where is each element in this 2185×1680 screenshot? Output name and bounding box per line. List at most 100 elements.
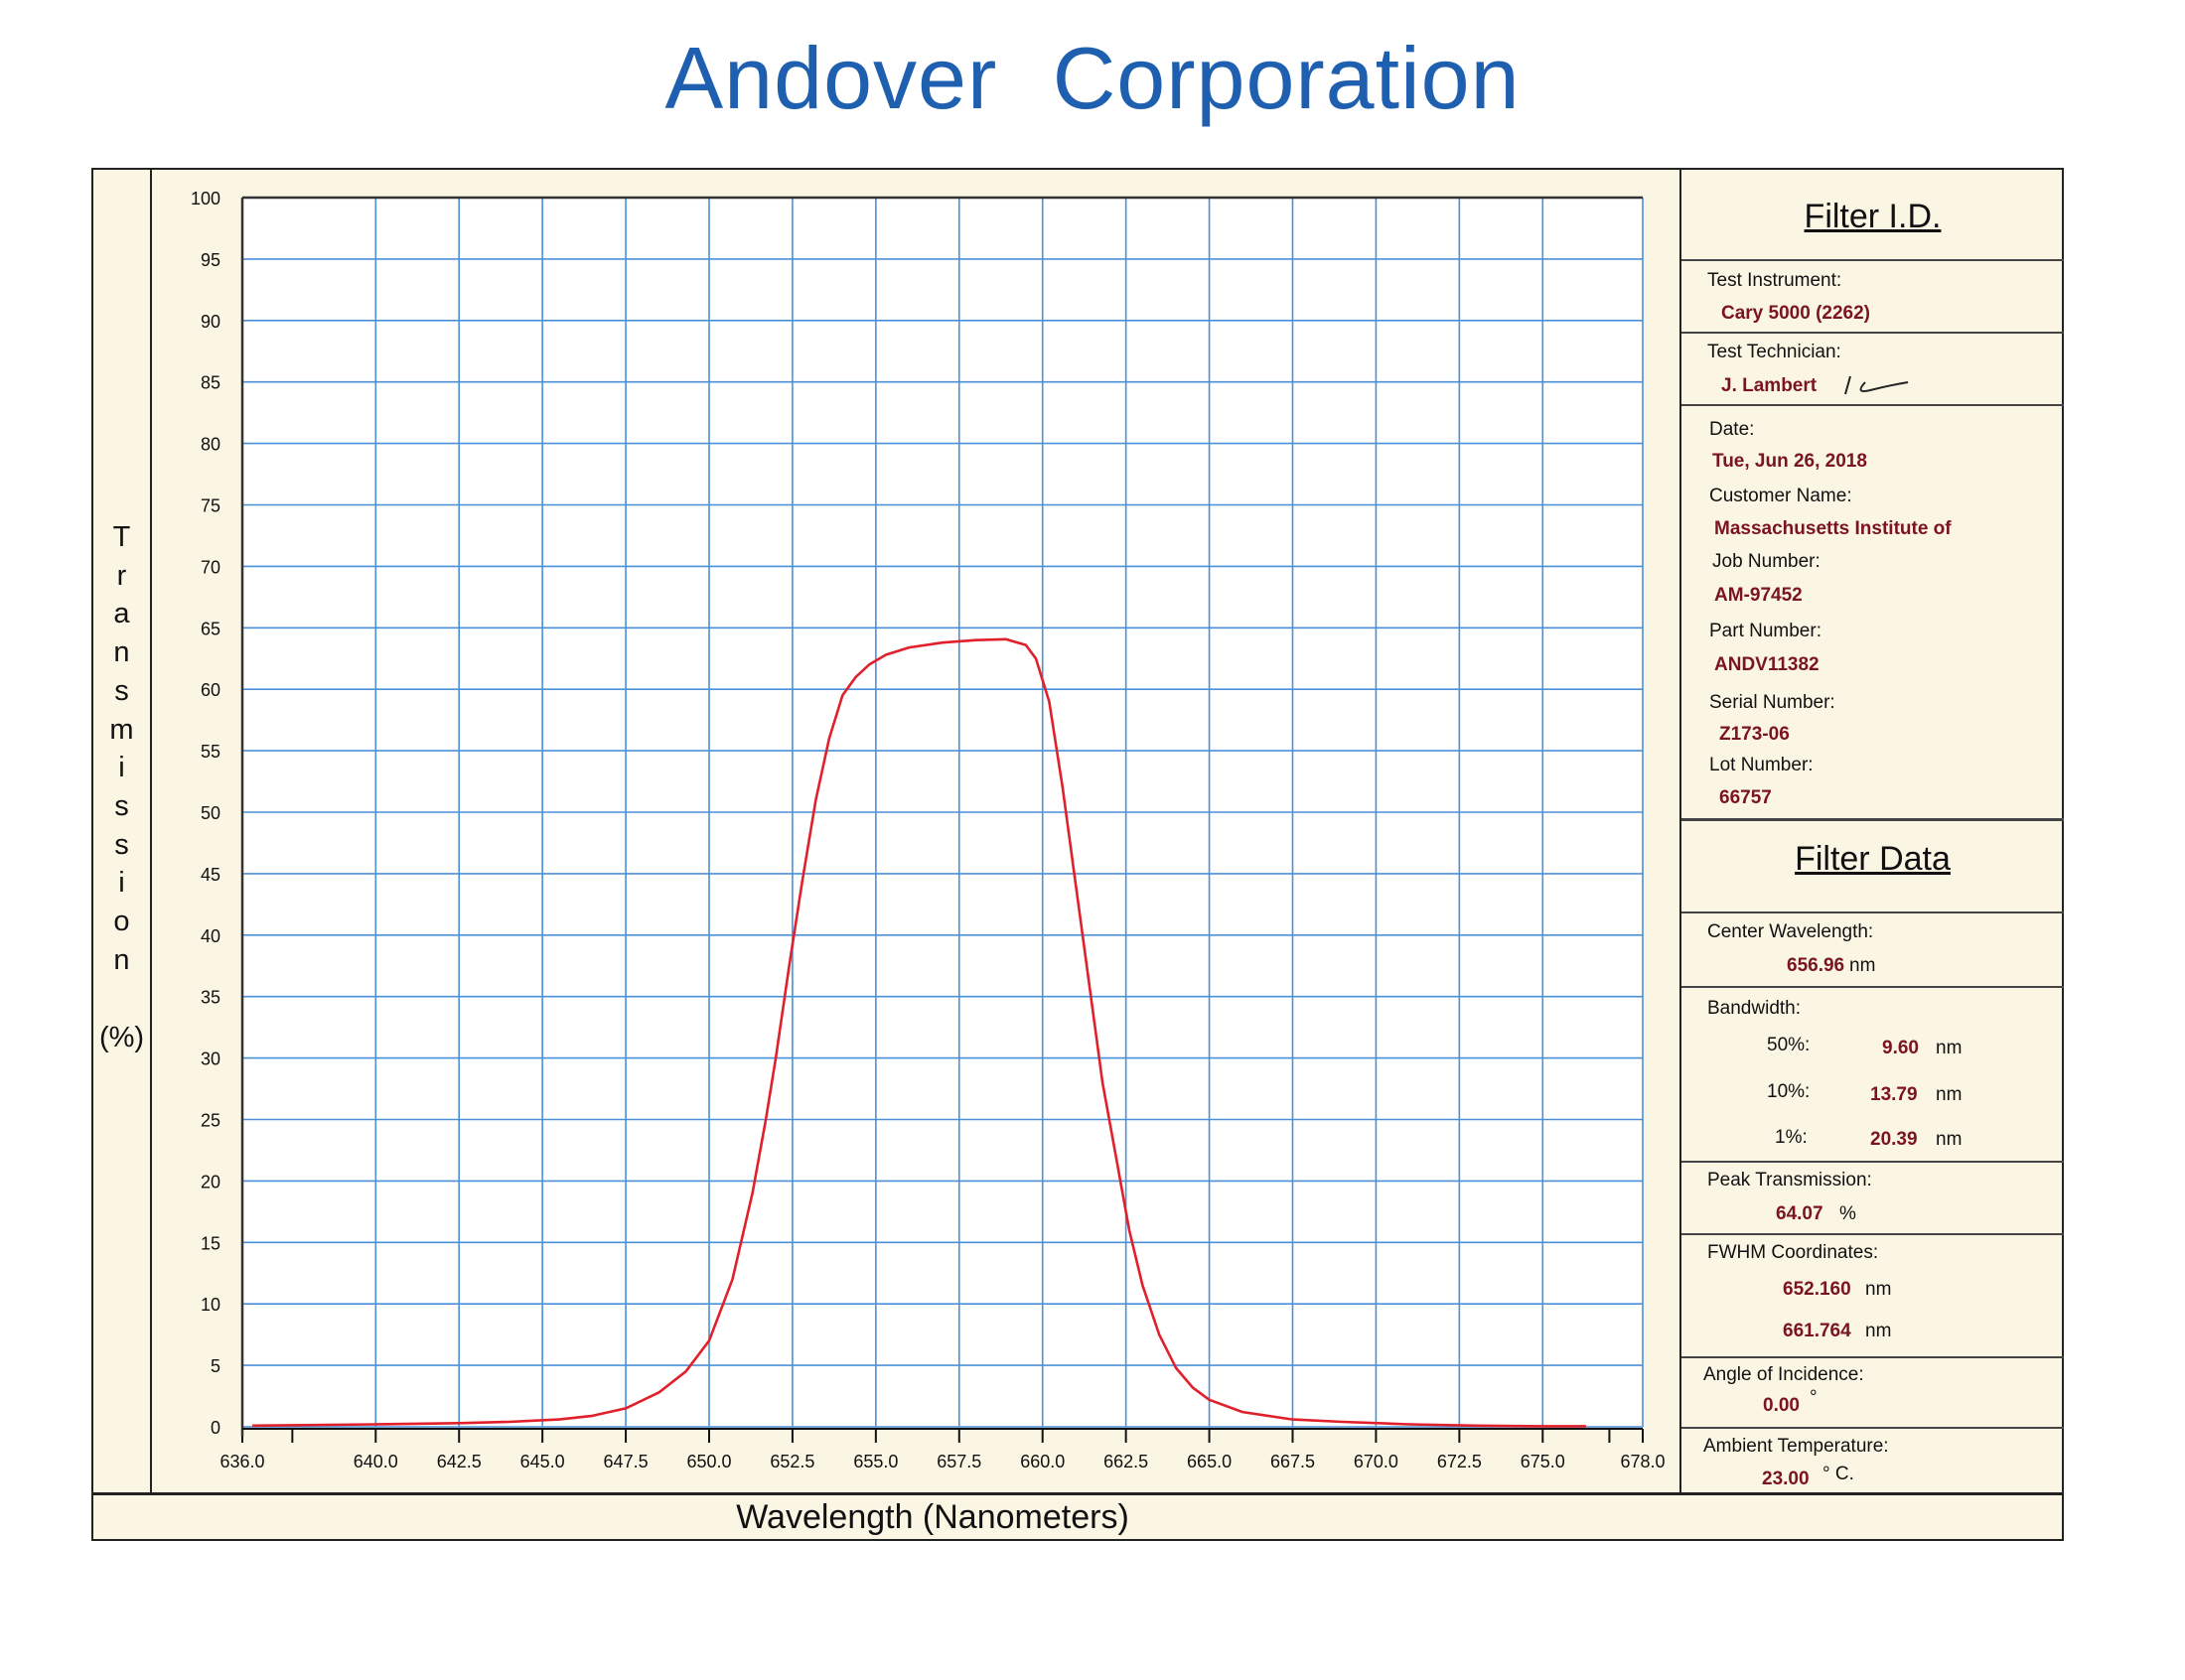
- bandwidth-1-value: 20.39: [1870, 1129, 1918, 1150]
- job-number-label: Job Number:: [1712, 551, 1821, 572]
- angle-of-incidence-unit: °: [1810, 1387, 1818, 1408]
- y-tick-label: 40: [201, 926, 220, 946]
- center-wavelength-label: Center Wavelength:: [1707, 921, 1874, 942]
- y-tick-label: 60: [201, 680, 220, 700]
- date-label: Date:: [1709, 419, 1755, 440]
- fwhm-unit-2: nm: [1865, 1321, 1892, 1341]
- panel-divider: [1681, 986, 2064, 988]
- panel-divider: [1681, 1427, 2064, 1429]
- angle-of-incidence-label: Angle of Incidence:: [1703, 1364, 1864, 1385]
- center-wavelength-unit: nm: [1849, 955, 1876, 976]
- transmission-curve: [252, 637, 1586, 1428]
- angle-of-incidence-value: 0.00: [1763, 1395, 1800, 1416]
- center-wavelength-value: 656.96: [1787, 955, 1845, 976]
- fwhm-label: FWHM Coordinates:: [1707, 1242, 1879, 1263]
- panel-divider: [1681, 332, 2064, 334]
- x-axis-label: Wavelength (Nanometers): [736, 1498, 1129, 1536]
- lot-number-value: 66757: [1719, 787, 1772, 808]
- x-tick-label: 660.0: [1020, 1452, 1065, 1471]
- y-axis-label-letter: s: [114, 789, 129, 822]
- y-axis-label-letter: s: [114, 674, 129, 707]
- panel-divider: [1681, 911, 2064, 913]
- x-tick-label: 657.5: [937, 1452, 981, 1471]
- serial-number-value: Z173-06: [1719, 724, 1790, 745]
- y-axis-label-letter: n: [113, 636, 130, 669]
- x-tick-label: 672.5: [1437, 1452, 1482, 1471]
- bandwidth-10-label: 10%:: [1767, 1081, 1811, 1102]
- y-axis-label-letter: i: [118, 867, 125, 900]
- x-tick-label: 650.0: [686, 1452, 731, 1471]
- x-tick-label: 636.0: [219, 1452, 264, 1471]
- bandwidth-50-label: 50%:: [1767, 1035, 1811, 1055]
- x-tick-label: 662.5: [1103, 1452, 1148, 1471]
- x-tick-label: 642.5: [437, 1452, 482, 1471]
- peak-transmission-value: 64.07: [1776, 1203, 1823, 1224]
- y-axis-label-letter: r: [116, 559, 127, 592]
- peak-transmission-label: Peak Transmission:: [1707, 1170, 1872, 1190]
- bandwidth-50-unit: nm: [1936, 1038, 1963, 1058]
- test-instrument-value: Cary 5000 (2262): [1721, 303, 1870, 324]
- ambient-temperature-unit: ° C.: [1822, 1464, 1854, 1484]
- y-tick-label: 25: [201, 1111, 220, 1131]
- y-tick-label: 95: [201, 250, 220, 270]
- filter-id-title: Filter I.D.: [1804, 198, 1942, 235]
- info-panel: Filter I.D. Test Instrument: Cary 5000 (…: [1679, 170, 2064, 1492]
- panel-divider: [1681, 818, 2064, 821]
- lot-number-label: Lot Number:: [1709, 755, 1814, 775]
- panel-divider: [1681, 259, 2064, 261]
- y-axis-label-unit: (%): [98, 1022, 145, 1053]
- test-technician-value: J. Lambert: [1721, 375, 1818, 396]
- x-tick-label: 640.0: [354, 1452, 398, 1471]
- y-axis-label-letter: n: [113, 943, 130, 976]
- bandwidth-1-unit: nm: [1936, 1129, 1963, 1150]
- y-axis-label-letter: i: [118, 752, 125, 784]
- technician-initials-mark: [1844, 375, 1909, 395]
- panel-divider: [1681, 404, 2064, 406]
- y-axis-label-letter: s: [114, 828, 129, 861]
- y-tick-label: 45: [201, 865, 220, 885]
- serial-number-label: Serial Number:: [1709, 692, 1835, 713]
- y-tick-label: 20: [201, 1172, 220, 1191]
- part-number-label: Part Number:: [1709, 621, 1821, 641]
- bandwidth-1-label: 1%:: [1775, 1127, 1808, 1148]
- ambient-temperature-value: 23.00: [1762, 1469, 1810, 1489]
- customer-name-value: Massachusetts Institute of: [1714, 518, 1952, 539]
- x-tick-label: 655.0: [853, 1452, 898, 1471]
- y-axis-label-letter: m: [109, 713, 134, 746]
- x-tick-label: 675.0: [1521, 1452, 1565, 1471]
- peak-transmission-unit: %: [1839, 1203, 1856, 1224]
- y-tick-label: 35: [201, 988, 220, 1008]
- panel-divider: [1681, 1161, 2064, 1163]
- y-tick-label: 15: [201, 1233, 220, 1253]
- bandwidth-10-unit: nm: [1936, 1084, 1963, 1105]
- bandwidth-10-value: 13.79: [1870, 1084, 1918, 1105]
- y-tick-label: 50: [201, 803, 220, 823]
- fwhm-value-1: 652.160: [1783, 1279, 1851, 1300]
- y-tick-label: 65: [201, 619, 220, 638]
- x-tick-label: 667.5: [1270, 1452, 1315, 1471]
- y-axis-label-letter: o: [113, 906, 130, 937]
- y-tick-label: 5: [211, 1356, 220, 1376]
- y-tick-label: 70: [201, 557, 220, 577]
- filter-data-title: Filter Data: [1795, 840, 1951, 878]
- fwhm-unit-1: nm: [1865, 1279, 1892, 1300]
- x-tick-label: 645.0: [520, 1452, 565, 1471]
- x-tick-label: 647.5: [604, 1452, 649, 1471]
- customer-name-label: Customer Name:: [1709, 486, 1852, 506]
- test-instrument-label: Test Instrument:: [1707, 270, 1842, 291]
- x-tick-label: 670.0: [1354, 1452, 1398, 1471]
- part-number-value: ANDV11382: [1714, 654, 1820, 675]
- bandwidth-50-value: 9.60: [1882, 1038, 1919, 1058]
- y-tick-label: 90: [201, 312, 220, 332]
- test-technician-label: Test Technician:: [1707, 342, 1841, 362]
- y-axis-label-letter: T: [112, 521, 131, 553]
- x-tick-label: 678.0: [1620, 1452, 1665, 1471]
- y-axis-label-letter: a: [113, 598, 130, 630]
- y-tick-label: 100: [191, 189, 220, 209]
- panel-divider: [1681, 1356, 2064, 1358]
- bandwidth-label: Bandwidth:: [1707, 998, 1802, 1019]
- y-tick-label: 0: [211, 1418, 220, 1438]
- panel-divider: [1681, 1233, 2064, 1235]
